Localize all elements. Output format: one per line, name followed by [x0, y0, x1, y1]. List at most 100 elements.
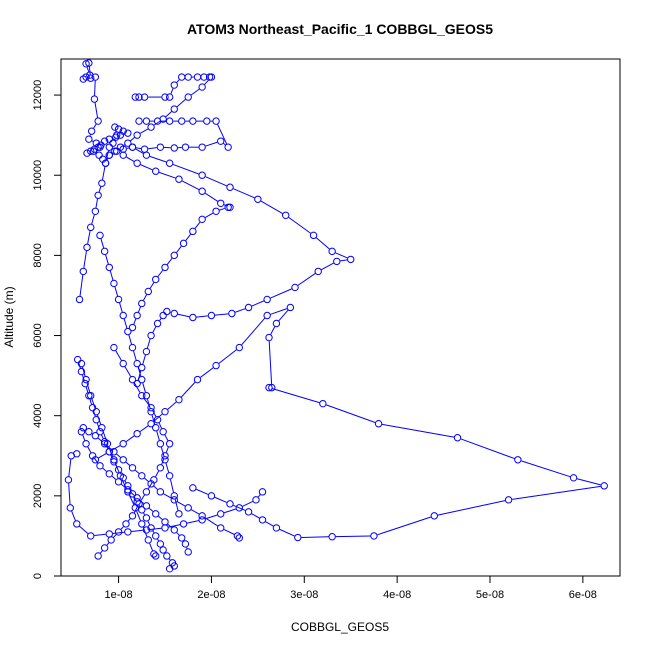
- data-point: [88, 403, 97, 412]
- series-line-segment: [100, 238, 105, 249]
- data-point: [212, 361, 220, 370]
- series-line-segment: [143, 512, 146, 516]
- series-line-segment: [94, 102, 99, 118]
- data-point: [112, 133, 120, 141]
- series-line-segment: [214, 496, 227, 503]
- data-point: [92, 415, 100, 424]
- series-line-segment: [191, 509, 200, 515]
- data-point: [98, 179, 106, 187]
- data-point: [144, 536, 152, 544]
- data-point: [207, 311, 216, 320]
- data-point: [198, 215, 206, 224]
- series-line-segment: [106, 158, 109, 161]
- series-line-segment: [233, 504, 246, 511]
- series-line-segment: [233, 188, 255, 199]
- data-point: [453, 434, 462, 442]
- data-point: [87, 532, 95, 540]
- data-point: [181, 540, 190, 548]
- data-point: [142, 514, 151, 522]
- data-point: [128, 143, 137, 151]
- data-point: [374, 420, 383, 428]
- series-line-segment: [272, 388, 320, 404]
- series-line-segment: [98, 186, 102, 192]
- data-point: [138, 299, 146, 308]
- data-point: [142, 526, 151, 534]
- data-point: [94, 552, 102, 560]
- series-line-segment: [149, 527, 162, 531]
- series-line-segment: [149, 155, 167, 163]
- series-line-segment: [279, 528, 295, 537]
- data-point: [79, 267, 87, 276]
- data-point: [82, 375, 90, 384]
- data-point: [105, 135, 113, 143]
- x-axis-label: COBBGL_GEOS5: [291, 620, 389, 634]
- data-point: [217, 199, 225, 207]
- series-line-segment: [113, 534, 117, 538]
- series-points: [64, 59, 608, 573]
- series-line-segment: [144, 477, 149, 482]
- series-line-segment: [257, 494, 261, 498]
- series-line-segment: [135, 148, 144, 154]
- data-point: [200, 73, 208, 81]
- data-point: [82, 440, 90, 448]
- data-point: [94, 117, 102, 125]
- data-point: [100, 247, 109, 256]
- series-line-segment: [176, 245, 182, 253]
- data-point: [142, 502, 151, 510]
- series-line-segment: [135, 147, 142, 150]
- data-point: [170, 496, 178, 504]
- series-line-segment: [174, 499, 179, 511]
- data-point: [514, 456, 522, 464]
- data-point: [128, 490, 137, 498]
- series-line-segment: [260, 200, 283, 214]
- data-point: [233, 532, 242, 540]
- data-point: [159, 428, 167, 436]
- data-point: [170, 526, 178, 534]
- x-tick-label: 2e-08: [197, 589, 225, 601]
- data-point: [109, 139, 117, 147]
- data-point: [135, 93, 143, 101]
- data-point: [282, 211, 290, 220]
- series-line-segment: [155, 470, 160, 477]
- series-line-segment: [340, 259, 348, 262]
- series-line-segment: [521, 460, 571, 478]
- series-line-segment: [139, 425, 149, 433]
- data-point: [170, 309, 178, 318]
- data-point: [286, 303, 295, 312]
- data-point: [87, 147, 95, 155]
- series-line-segment: [181, 381, 196, 398]
- data-point: [333, 257, 341, 266]
- series-line-segment: [114, 286, 119, 297]
- series-line-segment: [205, 176, 227, 187]
- data-point: [156, 440, 165, 448]
- series-line-segment: [165, 446, 169, 453]
- data-point: [235, 534, 243, 542]
- data-point: [161, 263, 169, 272]
- series-line-segment: [265, 521, 274, 527]
- data-point: [175, 395, 183, 404]
- data-point: [96, 231, 104, 240]
- data-point: [74, 355, 82, 364]
- data-point: [175, 510, 183, 518]
- data-point: [142, 151, 151, 159]
- data-point: [179, 520, 188, 528]
- data-point: [217, 137, 225, 145]
- data-point: [168, 559, 177, 567]
- data-point: [101, 159, 110, 167]
- data-point: [119, 440, 127, 448]
- data-point: [184, 73, 192, 81]
- data-point: [100, 544, 109, 552]
- series-line-segment: [98, 453, 107, 459]
- data-point: [198, 512, 206, 520]
- data-point: [370, 532, 378, 540]
- series-line-segment: [91, 140, 94, 142]
- series-line-segment: [93, 123, 97, 129]
- series-line-segment: [149, 282, 155, 289]
- data-point: [147, 420, 155, 428]
- data-point: [144, 287, 152, 296]
- data-point: [265, 383, 273, 392]
- data-point: [198, 171, 206, 179]
- series-line-segment: [102, 166, 106, 180]
- data-point: [138, 363, 146, 372]
- data-point: [268, 383, 276, 392]
